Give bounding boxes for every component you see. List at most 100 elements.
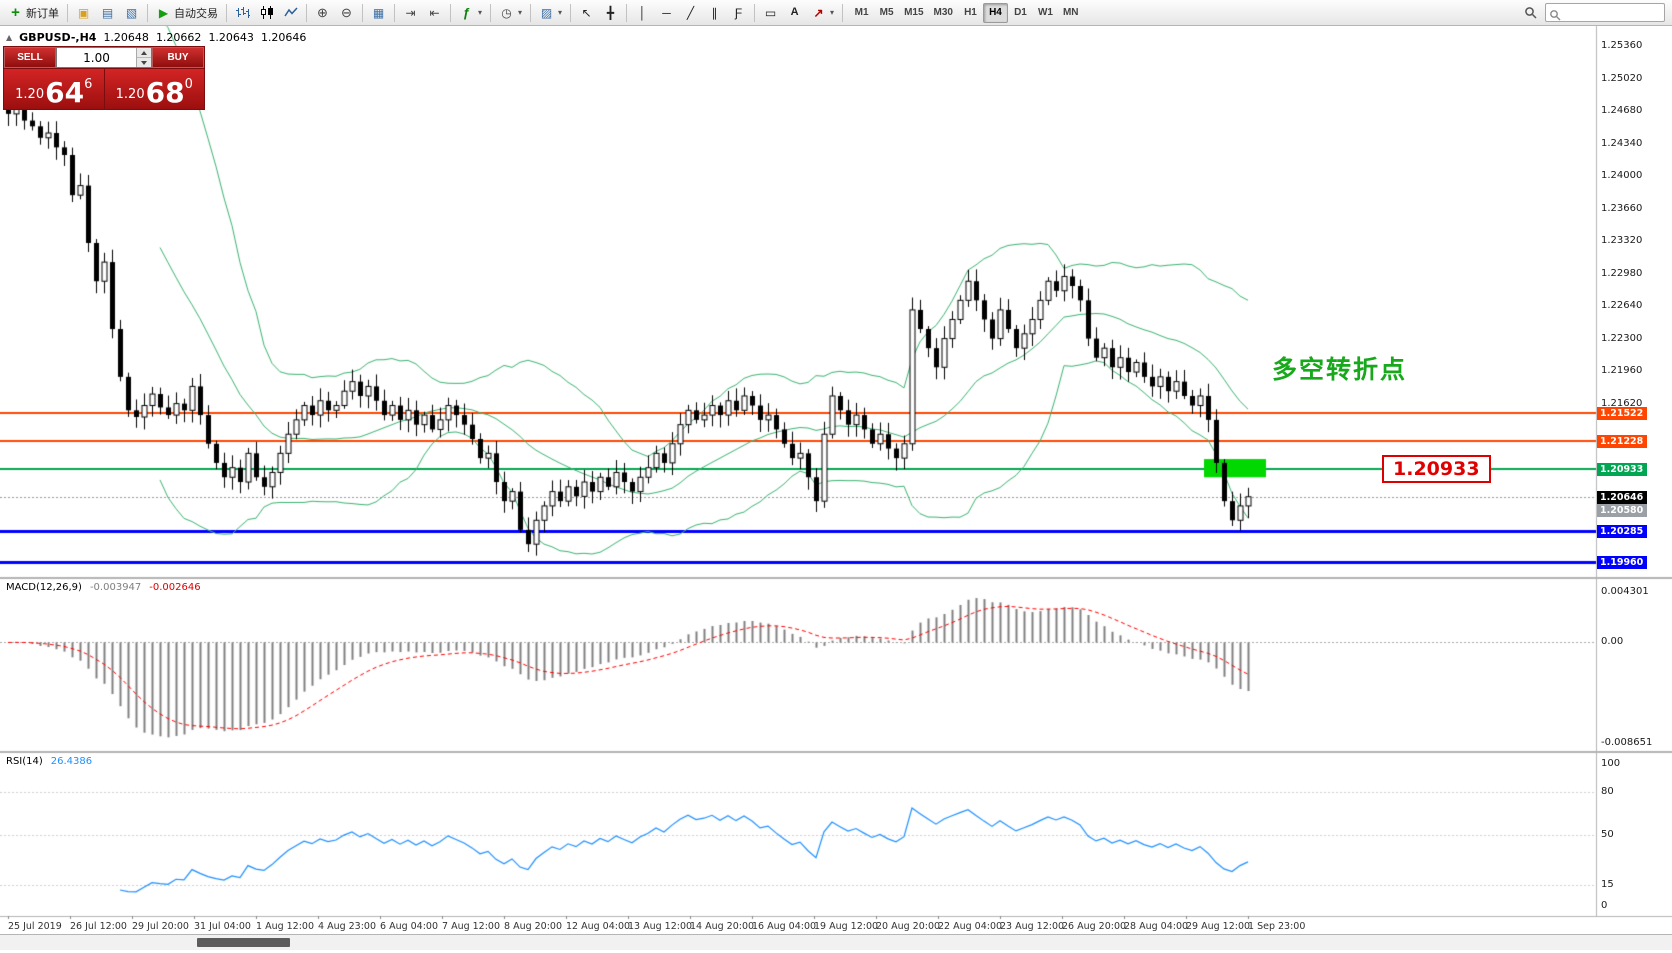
sell-price-big: 64 (45, 76, 85, 110)
toolbar-separator (362, 3, 363, 22)
toolbar-separator (754, 3, 756, 22)
toolbar-separator (626, 3, 628, 22)
auto-scroll-button[interactable]: ⇥ (399, 2, 422, 24)
timeframe-h4[interactable]: H4 (982, 2, 1008, 23)
timeframe-d1[interactable]: D1 (1008, 3, 1033, 23)
autotrading-button[interactable]: ▶ 自动交易 (152, 2, 222, 24)
open-value: 1.20648 (103, 31, 149, 44)
sell-button[interactable]: SELL (4, 47, 56, 68)
crosshair-icon: ╋ (606, 5, 615, 20)
timeframe-switcher: M1 M5 M15 M30 H1 H4 D1 W1 MN (849, 2, 1084, 23)
timeframe-w1[interactable]: W1 (1033, 3, 1058, 23)
chart-shift-button[interactable]: ⇤ (423, 2, 446, 24)
arrows-button[interactable]: ↗ ▾ (807, 2, 838, 24)
candlestick-chart-button[interactable] (255, 2, 278, 24)
market-watch-icon: ▤ (101, 5, 114, 20)
zoom-in-icon: ⊕ (317, 5, 328, 20)
chart-ohlc-header: ▲ GBPU­SD-,H4 1.20648 1.20662 1.20643 1.… (6, 31, 306, 44)
candlestick-icon (259, 5, 274, 20)
chevron-down-icon: ▾ (558, 8, 563, 17)
search-input[interactable] (1545, 3, 1665, 22)
profiles-button[interactable]: ▣ (72, 2, 95, 24)
scrollbar-thumb[interactable] (197, 938, 290, 947)
vertical-line-button[interactable]: │ (631, 2, 654, 24)
collapse-arrow-icon[interactable]: ▲ (6, 33, 13, 42)
navigator-icon: ▧ (125, 5, 138, 20)
macd-title: MACD(12,26,9) (6, 582, 82, 593)
autotrading-button-label: 自动交易 (174, 7, 218, 20)
shapes-icon: ▭ (764, 5, 777, 20)
shapes-button[interactable]: ▭ (759, 2, 782, 24)
volume-decrease-button[interactable] (137, 58, 151, 67)
crosshair-button[interactable]: ╋ (599, 2, 622, 24)
timeframe-m15[interactable]: M15 (899, 3, 928, 23)
toolbar-separator (490, 3, 492, 22)
toolbar-separator (147, 3, 148, 22)
bar-chart-icon (235, 5, 250, 20)
market-watch-button[interactable]: ▤ (96, 2, 119, 24)
rsi-indicator-header: RSI(14) 26.4386 (6, 756, 92, 767)
toolbar-separator (67, 3, 68, 22)
bar-chart-button[interactable] (231, 2, 254, 24)
timeframe-m1[interactable]: M1 (849, 3, 874, 23)
channel-icon: ∥ (711, 5, 718, 20)
line-chart-button[interactable] (279, 2, 302, 24)
timeframe-m5[interactable]: M5 (874, 3, 899, 23)
cursor-icon: ↖ (581, 5, 592, 20)
symbol-timeframe-label: GBPU­SD-,H4 (19, 31, 97, 44)
turning-point-annotation: 多空转折点 (1272, 355, 1408, 384)
grid-button[interactable]: ▦ (367, 2, 390, 24)
toolbar-separator (570, 3, 572, 22)
toolbar-separator (530, 3, 532, 22)
arrows-icon: ↗ (813, 5, 824, 20)
new-order-icon: + (11, 4, 20, 21)
trade-controls-row: SELL BUY (4, 47, 204, 68)
chart-shift-icon: ⇤ (429, 5, 440, 20)
high-value: 1.20662 (155, 31, 202, 44)
buy-price-pip: 0 (184, 77, 193, 92)
rsi-value: 26.4386 (50, 756, 93, 767)
search-icon[interactable] (1520, 3, 1540, 23)
macd-signal-value: -0.002646 (149, 582, 201, 593)
horizontal-line-button[interactable]: ─ (655, 2, 678, 24)
indicators-button[interactable]: ƒ ▾ (455, 2, 486, 24)
toolbar-separator (394, 3, 395, 22)
new-order-button[interactable]: + 新订单 (4, 2, 63, 24)
toolbar-separator (306, 3, 307, 22)
fibonacci-button[interactable]: Ƒ (727, 2, 750, 24)
navigator-button[interactable]: ▧ (120, 2, 143, 24)
horizontal-line-icon: ─ (662, 5, 671, 20)
timeframe-mn[interactable]: MN (1058, 3, 1084, 23)
zoom-in-button[interactable]: ⊕ (311, 2, 334, 24)
trendline-icon: ╱ (686, 5, 695, 20)
zoom-out-button[interactable]: ⊖ (335, 2, 358, 24)
buy-button[interactable]: BUY (152, 47, 204, 68)
trendline-button[interactable]: ╱ (679, 2, 702, 24)
volume-input[interactable] (57, 48, 136, 67)
text-button[interactable]: A (783, 2, 806, 24)
search-box (1545, 3, 1665, 22)
indicators-icon: ƒ (462, 5, 471, 20)
folder-icon: ▣ (77, 5, 90, 20)
periods-button[interactable]: ◷ ▾ (495, 2, 526, 24)
vertical-line-icon: │ (638, 5, 647, 20)
volume-spinner (136, 48, 151, 67)
timeframe-h1[interactable]: H1 (958, 3, 983, 23)
timeframe-m30[interactable]: M30 (929, 3, 958, 23)
buy-price-big: 68 (145, 76, 185, 110)
volume-increase-button[interactable] (137, 48, 151, 58)
toolbar-separator (226, 3, 227, 22)
autotrading-play-icon: ▶ (158, 5, 169, 20)
templates-button[interactable]: ▨ ▾ (535, 2, 566, 24)
grid-icon: ▦ (372, 5, 385, 20)
chevron-down-icon: ▾ (830, 8, 835, 17)
buy-price-display[interactable]: 1.20 68 0 (104, 69, 204, 110)
chevron-down-icon: ▾ (478, 8, 483, 17)
cursor-button[interactable]: ↖ (575, 2, 598, 24)
low-value: 1.20643 (208, 31, 254, 44)
channel-button[interactable]: ∥ (703, 2, 726, 24)
auto-scroll-icon: ⇥ (405, 5, 416, 20)
toolbar-separator (842, 3, 844, 22)
sell-price-display[interactable]: 1.20 64 6 (4, 69, 105, 109)
horizontal-scrollbar[interactable] (0, 934, 1672, 950)
